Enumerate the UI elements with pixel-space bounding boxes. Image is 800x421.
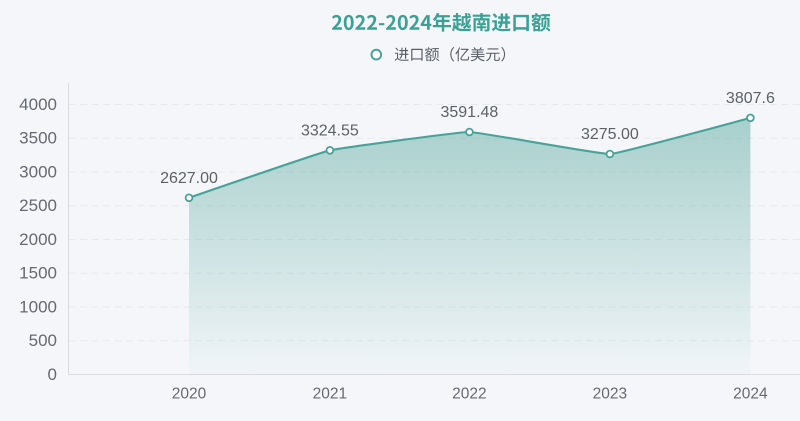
svg-text:3500: 3500: [19, 129, 57, 148]
svg-text:1500: 1500: [19, 264, 57, 283]
svg-text:3275.00: 3275.00: [581, 126, 639, 143]
svg-text:2023: 2023: [593, 386, 627, 403]
svg-text:2022: 2022: [452, 386, 486, 403]
svg-text:0: 0: [48, 365, 57, 384]
svg-text:2500: 2500: [19, 196, 57, 215]
svg-text:3324.55: 3324.55: [301, 122, 359, 139]
svg-text:2021: 2021: [313, 386, 347, 403]
svg-text:3000: 3000: [19, 162, 57, 181]
svg-text:4000: 4000: [19, 95, 57, 114]
svg-text:2020: 2020: [172, 386, 207, 403]
svg-text:500: 500: [29, 331, 57, 350]
svg-text:1000: 1000: [19, 297, 57, 316]
svg-text:2627.00: 2627.00: [160, 170, 218, 187]
svg-text:3591.48: 3591.48: [440, 104, 498, 121]
svg-text:2000: 2000: [19, 230, 57, 249]
svg-text:3807.6: 3807.6: [726, 90, 775, 107]
svg-text:2024: 2024: [733, 386, 768, 403]
